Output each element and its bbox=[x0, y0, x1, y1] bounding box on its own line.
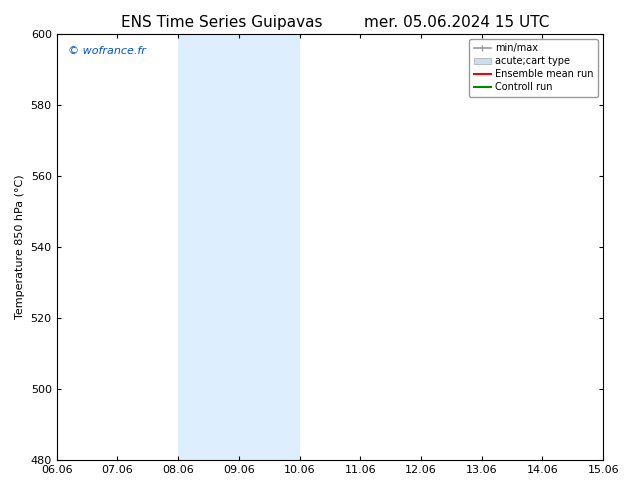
Bar bbox=[239, 34, 299, 460]
Text: ENS Time Series Guipavas: ENS Time Series Guipavas bbox=[121, 15, 323, 30]
Legend: min/max, acute;cart type, Ensemble mean run, Controll run: min/max, acute;cart type, Ensemble mean … bbox=[469, 39, 598, 97]
Text: mer. 05.06.2024 15 UTC: mer. 05.06.2024 15 UTC bbox=[364, 15, 549, 30]
Text: © wofrance.fr: © wofrance.fr bbox=[68, 47, 145, 56]
Bar bbox=[178, 34, 239, 460]
Y-axis label: Temperature 850 hPa (°C): Temperature 850 hPa (°C) bbox=[15, 174, 25, 319]
Bar bbox=[603, 34, 633, 460]
